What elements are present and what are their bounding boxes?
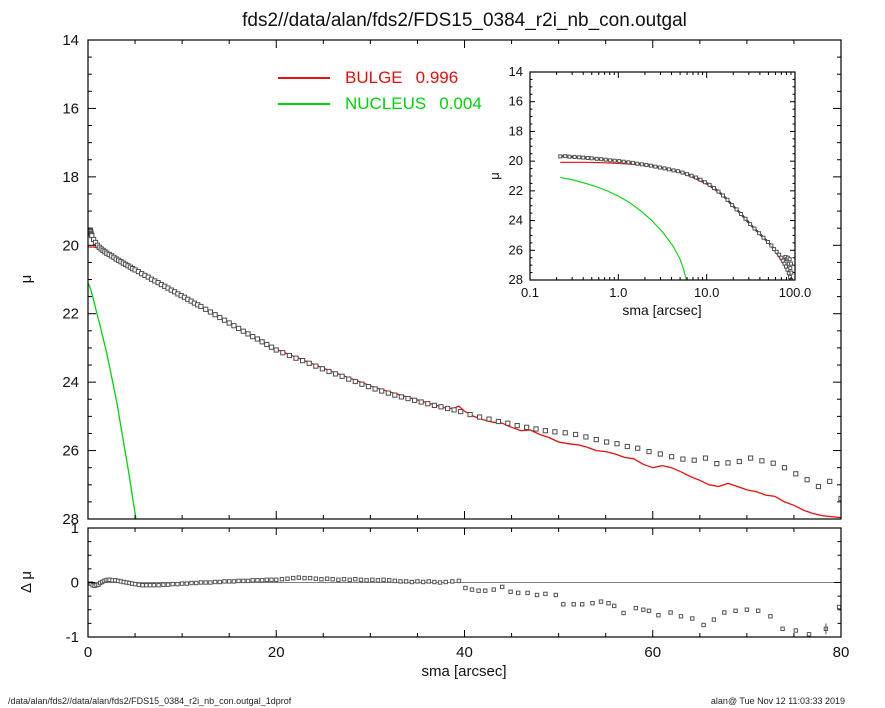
svg-text:24: 24	[509, 213, 523, 228]
svg-text:18: 18	[62, 169, 79, 186]
legend: BULGE 0.996 NUCLEUS 0.004	[278, 65, 482, 117]
nucleus-line-swatch	[278, 103, 330, 105]
svg-text:0: 0	[84, 644, 92, 661]
svg-text:20: 20	[268, 644, 285, 661]
inset-plot-ylabel: μ	[487, 172, 502, 180]
residual-plot-ticks: 0 20 40 60 80 -1 0 1	[66, 520, 850, 661]
series-bulge-model	[560, 161, 793, 280]
svg-text:22: 22	[62, 306, 79, 323]
svg-text:24: 24	[62, 374, 79, 391]
svg-text:20: 20	[509, 153, 523, 168]
svg-text:100.0: 100.0	[779, 285, 812, 300]
nucleus-legend-value: 0.004	[439, 94, 482, 113]
legend-item-nucleus: NUCLEUS 0.004	[278, 91, 482, 117]
svg-text:14: 14	[509, 64, 523, 79]
svg-text:16: 16	[62, 100, 79, 117]
inset-plot-xlabel: sma [arcsec]	[622, 302, 701, 318]
series-nucleus-model	[560, 176, 687, 280]
svg-text:1: 1	[71, 520, 79, 537]
series-observed	[558, 154, 793, 280]
residual-plot: 0 20 40 60 80 -1 0 1 Δ μ sma [arcsec]	[18, 520, 849, 680]
series-observed	[88, 227, 841, 502]
svg-text:-1: -1	[66, 629, 79, 646]
series-nucleus-model	[88, 283, 137, 519]
svg-text:10.0: 10.0	[694, 285, 719, 300]
bulge-line-swatch	[278, 77, 330, 79]
svg-text:40: 40	[456, 644, 473, 661]
residual-plot-xlabel: sma [arcsec]	[421, 663, 506, 680]
svg-text:18: 18	[509, 123, 523, 138]
svg-text:26: 26	[509, 242, 523, 257]
residual-plot-ylabel: Δ μ	[18, 571, 35, 593]
main-plot-ylabel: μ	[18, 275, 35, 284]
main-plot: 14 16 18 20 22 24 26 28 μ	[18, 32, 842, 528]
inset-plot: 0.1 1.0 10.0 100.0 14 16 18 20 22 24 26 28 μ sma [arc…	[487, 64, 811, 318]
svg-text:26: 26	[62, 443, 79, 460]
svg-text:22: 22	[509, 183, 523, 198]
footer-user-timestamp: alan@ Tue Nov 12 11:03:33 2019	[710, 696, 845, 706]
svg-text:28: 28	[509, 272, 523, 287]
series-observed-tail-scatter	[783, 255, 794, 275]
bulge-legend-value: 0.996	[415, 68, 459, 87]
legend-item-bulge: BULGE 0.996	[278, 65, 482, 91]
series-bulge-model	[88, 246, 841, 519]
svg-text:1.0: 1.0	[609, 285, 627, 300]
svg-text:14: 14	[62, 32, 79, 49]
svg-text:0: 0	[71, 575, 79, 592]
svg-text:60: 60	[644, 644, 661, 661]
svg-text:0.1: 0.1	[521, 285, 539, 300]
footer-file-path: /data/alan/fds2//data/alan/fds2/FDS15_03…	[8, 696, 292, 706]
bulge-legend-label: BULGE	[345, 68, 403, 87]
svg-text:20: 20	[62, 237, 79, 254]
plot-title: fds2//data/alan/fds2/FDS15_0384_r2i_nb_c…	[242, 10, 687, 31]
svg-text:28: 28	[62, 511, 79, 528]
nucleus-legend-label: NUCLEUS	[345, 94, 427, 113]
series-residuals	[88, 575, 841, 637]
inset-plot-ticks: 0.1 1.0 10.0 100.0 14 16 18 20 22 24 26 28	[509, 64, 812, 300]
svg-text:80: 80	[833, 644, 850, 661]
main-plot-ticks: 14 16 18 20 22 24 26 28	[62, 32, 842, 528]
svg-text:16: 16	[509, 94, 523, 109]
